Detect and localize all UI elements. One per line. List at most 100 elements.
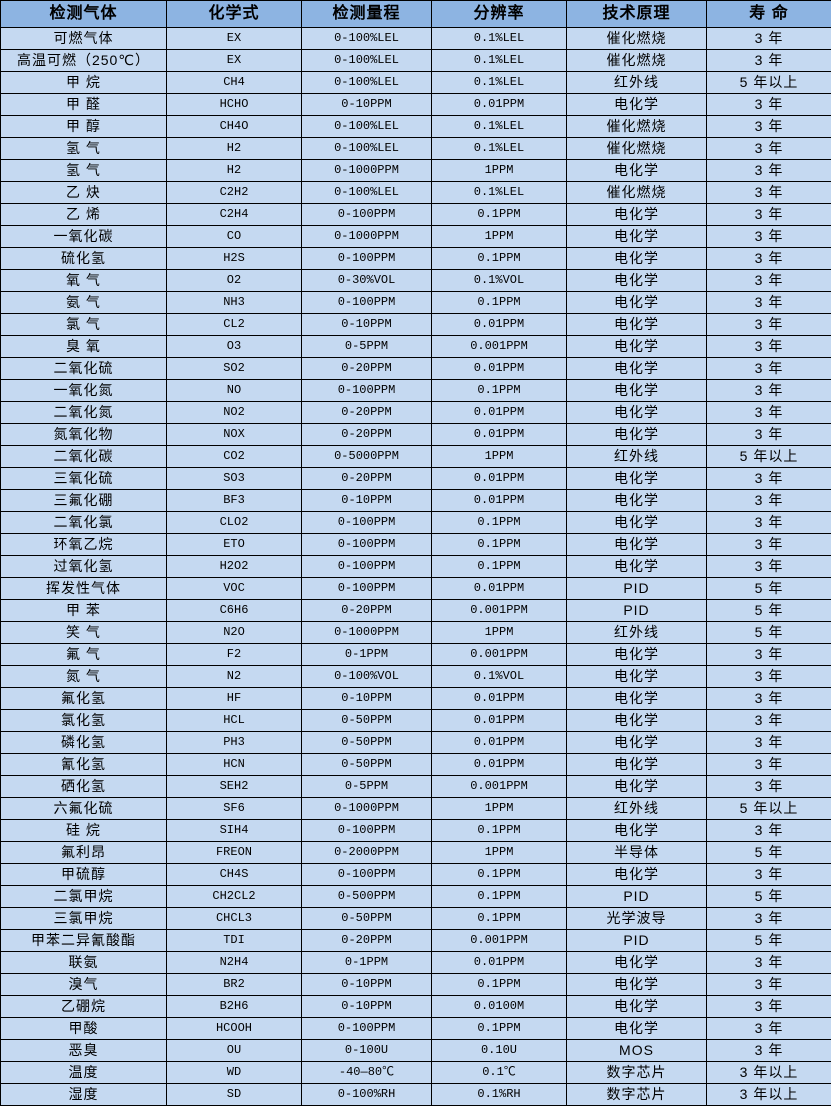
cell-gas: 氟化氢: [1, 688, 167, 710]
cell-life: 3 年: [707, 512, 831, 534]
cell-resolution: 0.01PPM: [432, 710, 567, 732]
cell-formula: C2H4: [167, 204, 302, 226]
cell-principle: 催化燃烧: [567, 28, 707, 50]
cell-resolution: 0.0100M: [432, 996, 567, 1018]
cell-principle: 电化学: [567, 204, 707, 226]
cell-formula: FREON: [167, 842, 302, 864]
cell-principle: 电化学: [567, 864, 707, 886]
cell-principle: 电化学: [567, 776, 707, 798]
cell-resolution: 0.1%LEL: [432, 72, 567, 94]
cell-life: 5 年: [707, 842, 831, 864]
cell-life: 3 年: [707, 666, 831, 688]
cell-resolution: 0.1%VOL: [432, 666, 567, 688]
cell-range: 0-1000PPM: [302, 798, 432, 820]
cell-gas: 环氧乙烷: [1, 534, 167, 556]
cell-life: 3 年: [707, 534, 831, 556]
cell-life: 3 年: [707, 182, 831, 204]
cell-resolution: 0.1%RH: [432, 1084, 567, 1106]
cell-resolution: 0.10U: [432, 1040, 567, 1062]
cell-life: 3 年: [707, 424, 831, 446]
cell-formula: VOC: [167, 578, 302, 600]
cell-principle: 电化学: [567, 94, 707, 116]
cell-resolution: 0.01PPM: [432, 402, 567, 424]
cell-gas: 氧 气: [1, 270, 167, 292]
cell-principle: 电化学: [567, 644, 707, 666]
cell-range: 0-50PPM: [302, 710, 432, 732]
cell-range: 0-100U: [302, 1040, 432, 1062]
cell-principle: 红外线: [567, 622, 707, 644]
cell-life: 3 年: [707, 28, 831, 50]
cell-principle: MOS: [567, 1040, 707, 1062]
cell-gas: 高温可燃（250℃）: [1, 50, 167, 72]
cell-range: 0-10PPM: [302, 688, 432, 710]
cell-resolution: 0.001PPM: [432, 644, 567, 666]
cell-life: 5 年: [707, 886, 831, 908]
cell-gas: 可燃气体: [1, 28, 167, 50]
cell-range: 0-100PPM: [302, 204, 432, 226]
cell-principle: 电化学: [567, 974, 707, 996]
cell-principle: 数字芯片: [567, 1084, 707, 1106]
cell-resolution: 0.1PPM: [432, 974, 567, 996]
cell-life: 3 年: [707, 732, 831, 754]
cell-life: 3 年: [707, 358, 831, 380]
cell-life: 3 年: [707, 270, 831, 292]
cell-life: 3 年: [707, 94, 831, 116]
cell-range: 0-10PPM: [302, 490, 432, 512]
cell-resolution: 0.1%LEL: [432, 182, 567, 204]
column-header-life: 寿 命: [707, 1, 831, 28]
cell-gas: 恶臭: [1, 1040, 167, 1062]
cell-life: 3 年: [707, 996, 831, 1018]
cell-range: 0-100PPM: [302, 380, 432, 402]
cell-range: 0-20PPM: [302, 424, 432, 446]
cell-life: 3 年: [707, 402, 831, 424]
cell-formula: SO3: [167, 468, 302, 490]
column-header-gas: 检测气体: [1, 1, 167, 28]
cell-gas: 笑 气: [1, 622, 167, 644]
cell-principle: 电化学: [567, 358, 707, 380]
cell-range: 0-2000PPM: [302, 842, 432, 864]
cell-life: 3 年: [707, 974, 831, 996]
cell-resolution: 0.1PPM: [432, 886, 567, 908]
cell-formula: ETO: [167, 534, 302, 556]
cell-principle: 半导体: [567, 842, 707, 864]
cell-resolution: 0.01PPM: [432, 490, 567, 512]
cell-formula: HF: [167, 688, 302, 710]
cell-formula: N2: [167, 666, 302, 688]
cell-gas: 乙 烯: [1, 204, 167, 226]
cell-life: 5 年以上: [707, 798, 831, 820]
cell-principle: 红外线: [567, 72, 707, 94]
cell-formula: TDI: [167, 930, 302, 952]
cell-principle: PID: [567, 886, 707, 908]
cell-principle: 电化学: [567, 952, 707, 974]
cell-life: 3 年: [707, 336, 831, 358]
cell-formula: EX: [167, 28, 302, 50]
cell-principle: 电化学: [567, 754, 707, 776]
cell-formula: SF6: [167, 798, 302, 820]
cell-resolution: 0.1PPM: [432, 534, 567, 556]
cell-gas: 氟 气: [1, 644, 167, 666]
cell-resolution: 1PPM: [432, 622, 567, 644]
cell-formula: H2: [167, 138, 302, 160]
cell-range: 0-100PPM: [302, 512, 432, 534]
cell-life: 3 年: [707, 490, 831, 512]
cell-principle: 数字芯片: [567, 1062, 707, 1084]
cell-formula: H2: [167, 160, 302, 182]
cell-principle: 电化学: [567, 820, 707, 842]
cell-range: 0-100PPM: [302, 534, 432, 556]
cell-formula: C6H6: [167, 600, 302, 622]
cell-principle: 电化学: [567, 666, 707, 688]
cell-gas: 臭 氧: [1, 336, 167, 358]
cell-principle: 电化学: [567, 688, 707, 710]
cell-gas: 溴气: [1, 974, 167, 996]
